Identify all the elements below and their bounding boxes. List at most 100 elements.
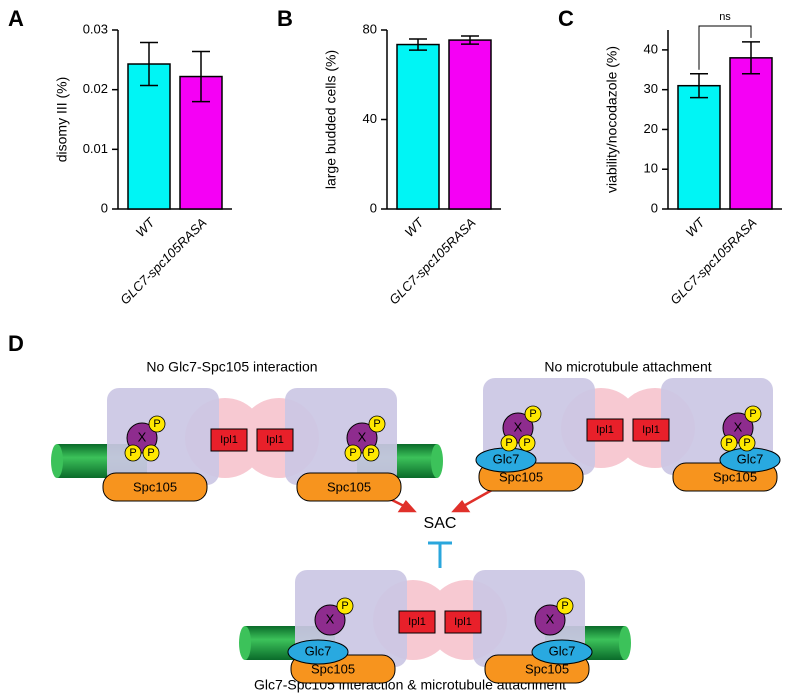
phosphate-label: P: [349, 447, 356, 459]
spc105: [102, 472, 208, 502]
x-tick-label: WT: [683, 214, 709, 240]
glc7: [531, 639, 593, 665]
microtubule-end: [619, 626, 631, 660]
sac-label: SAC: [424, 515, 457, 532]
y-tick-label: 0: [370, 200, 377, 215]
phosphate-label: P: [749, 408, 756, 420]
bar: [677, 84, 721, 210]
phosphate-label: P: [341, 600, 348, 612]
phosphate: [148, 415, 166, 433]
y-tick-label: 40: [363, 111, 377, 126]
phosphate: [368, 415, 386, 433]
phosphate: [500, 434, 518, 452]
phosphate-label: P: [523, 437, 530, 449]
phosphate: [744, 405, 762, 423]
bar: [729, 57, 773, 210]
error-bar: [409, 38, 427, 51]
caption: No Glc7-Spc105 interaction: [146, 359, 317, 375]
spc105-label: Spc105: [713, 469, 757, 484]
phosphate: [738, 434, 756, 452]
kinase-label: X: [734, 419, 743, 434]
phosphate-label: P: [561, 600, 568, 612]
y-tick-label: 10: [644, 161, 658, 176]
glc7: [287, 639, 349, 665]
ipl1-label: Ipl1: [266, 434, 284, 446]
kinetochore: [107, 388, 219, 485]
inhibition: [428, 541, 452, 568]
phosphate: [518, 434, 536, 452]
phosphate-label: P: [367, 447, 374, 459]
phosphate: [344, 444, 362, 462]
error-bar: [742, 41, 760, 75]
spc105-label: Spc105: [133, 479, 177, 494]
phosphate-label: P: [147, 447, 154, 459]
y-tick-label: 30: [644, 81, 658, 96]
spc105-label: Spc105: [499, 469, 543, 484]
ipl1-label: Ipl1: [220, 434, 238, 446]
glc7-label: Glc7: [493, 451, 520, 466]
y-tick-label: 0: [101, 200, 108, 215]
x-tick-label: GLC7-spc105RASA: [667, 215, 759, 307]
spc105-label: Spc105: [327, 479, 371, 494]
glc7-label: Glc7: [549, 643, 576, 658]
y-tick-label: 0.03: [83, 21, 108, 36]
significance-label: ns: [719, 11, 731, 23]
glc7-label: Glc7: [737, 451, 764, 466]
ipl1-label: Ipl1: [454, 616, 472, 628]
spc105: [296, 472, 402, 502]
y-tick-label: 40: [644, 41, 658, 56]
error-bar: [192, 50, 210, 103]
kinase: [314, 604, 346, 636]
phosphate: [556, 597, 574, 615]
y-axis-label: viability/nocodazole (%): [604, 46, 620, 193]
microtubule-end: [51, 444, 63, 478]
y-tick-label: 20: [644, 121, 658, 136]
phosphate-label: P: [373, 418, 380, 430]
bar: [448, 39, 492, 210]
phosphate: [362, 444, 380, 462]
ipl1-label: Ipl1: [408, 616, 426, 628]
significance-bracket: [698, 25, 752, 70]
ipl1: [632, 418, 670, 442]
kinetochore: [285, 388, 397, 485]
microtubule-end: [431, 444, 443, 478]
ipl1: [586, 418, 624, 442]
y-tick-label: 0.01: [83, 141, 108, 156]
panel-label: A: [8, 6, 24, 31]
ipl1: [398, 610, 436, 634]
kinase-label: X: [138, 429, 147, 444]
y-tick-label: 0: [651, 200, 658, 215]
y-tick-label: 0.02: [83, 81, 108, 96]
caption: No microtubule attachment: [544, 359, 711, 375]
kinase: [534, 604, 566, 636]
error-bar: [140, 41, 158, 87]
phosphate: [142, 444, 160, 462]
error-bar: [461, 35, 479, 45]
y-tick-label: 80: [363, 21, 377, 36]
kinase-label: X: [546, 611, 555, 626]
panel-label: B: [277, 6, 293, 31]
kinase-label: X: [326, 611, 335, 626]
microtubule-end: [239, 626, 251, 660]
phosphate-label: P: [153, 418, 160, 430]
spc105-label: Spc105: [525, 661, 569, 676]
y-axis-label: disomy III (%): [54, 77, 70, 163]
x-tick-label: WT: [402, 214, 428, 240]
x-tick-label: WT: [133, 214, 159, 240]
ipl1: [256, 428, 294, 452]
y-axis-label: large budded cells (%): [323, 50, 339, 189]
kinase-label: X: [358, 429, 367, 444]
bar: [127, 63, 171, 210]
error-bar: [690, 73, 708, 99]
ipl1-label: Ipl1: [642, 424, 660, 436]
ipl1: [210, 428, 248, 452]
bar: [396, 43, 440, 210]
x-tick-label: GLC7-spc105RASA: [386, 215, 478, 307]
x-tick-label: GLC7-spc105RASA: [117, 215, 209, 307]
panel-label: C: [558, 6, 574, 31]
phosphate: [720, 434, 738, 452]
phosphate: [336, 597, 354, 615]
phosphate-label: P: [129, 447, 136, 459]
phosphate: [524, 405, 542, 423]
